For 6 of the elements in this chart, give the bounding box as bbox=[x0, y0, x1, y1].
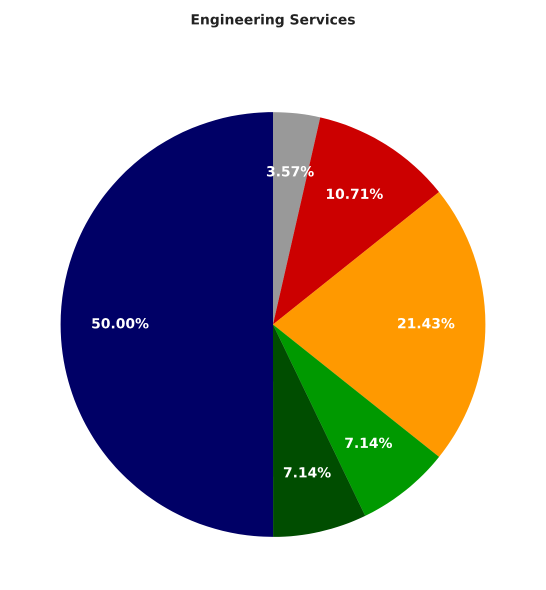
data-label: 50.00% bbox=[92, 318, 149, 329]
data-label: 7.14% bbox=[345, 438, 392, 448]
data-label: 10.71% bbox=[326, 188, 383, 200]
data-label: 21.43% bbox=[398, 318, 454, 329]
data-label: 7.14% bbox=[284, 467, 331, 478]
chart-title: Engineering Services bbox=[192, 14, 355, 28]
